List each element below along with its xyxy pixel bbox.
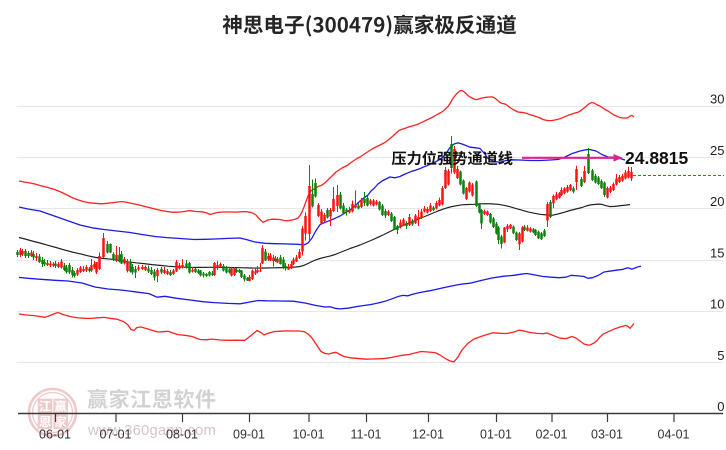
svg-text:08-01: 08-01 (166, 428, 198, 442)
svg-text:10-01: 10-01 (293, 428, 325, 442)
svg-text:30: 30 (710, 92, 724, 107)
svg-text:10: 10 (710, 297, 724, 312)
svg-text:07-01: 07-01 (100, 428, 132, 442)
svg-text:5: 5 (717, 348, 724, 363)
svg-text:20: 20 (710, 194, 724, 209)
svg-text:25: 25 (710, 143, 724, 158)
svg-text:24.8815: 24.8815 (625, 148, 689, 168)
svg-text:www.360gann.com: www.360gann.com (87, 423, 216, 439)
svg-text:01-01: 01-01 (480, 428, 512, 442)
svg-text:11-01: 11-01 (350, 428, 381, 442)
svg-text:03-01: 03-01 (591, 428, 623, 442)
svg-text:12-01: 12-01 (412, 428, 444, 442)
svg-text:04-01: 04-01 (658, 428, 690, 442)
svg-text:02-01: 02-01 (536, 428, 568, 442)
svg-text:0: 0 (717, 399, 724, 414)
svg-text:15: 15 (710, 245, 724, 260)
svg-text:06-01: 06-01 (39, 428, 71, 442)
svg-text:09-01: 09-01 (233, 428, 265, 442)
